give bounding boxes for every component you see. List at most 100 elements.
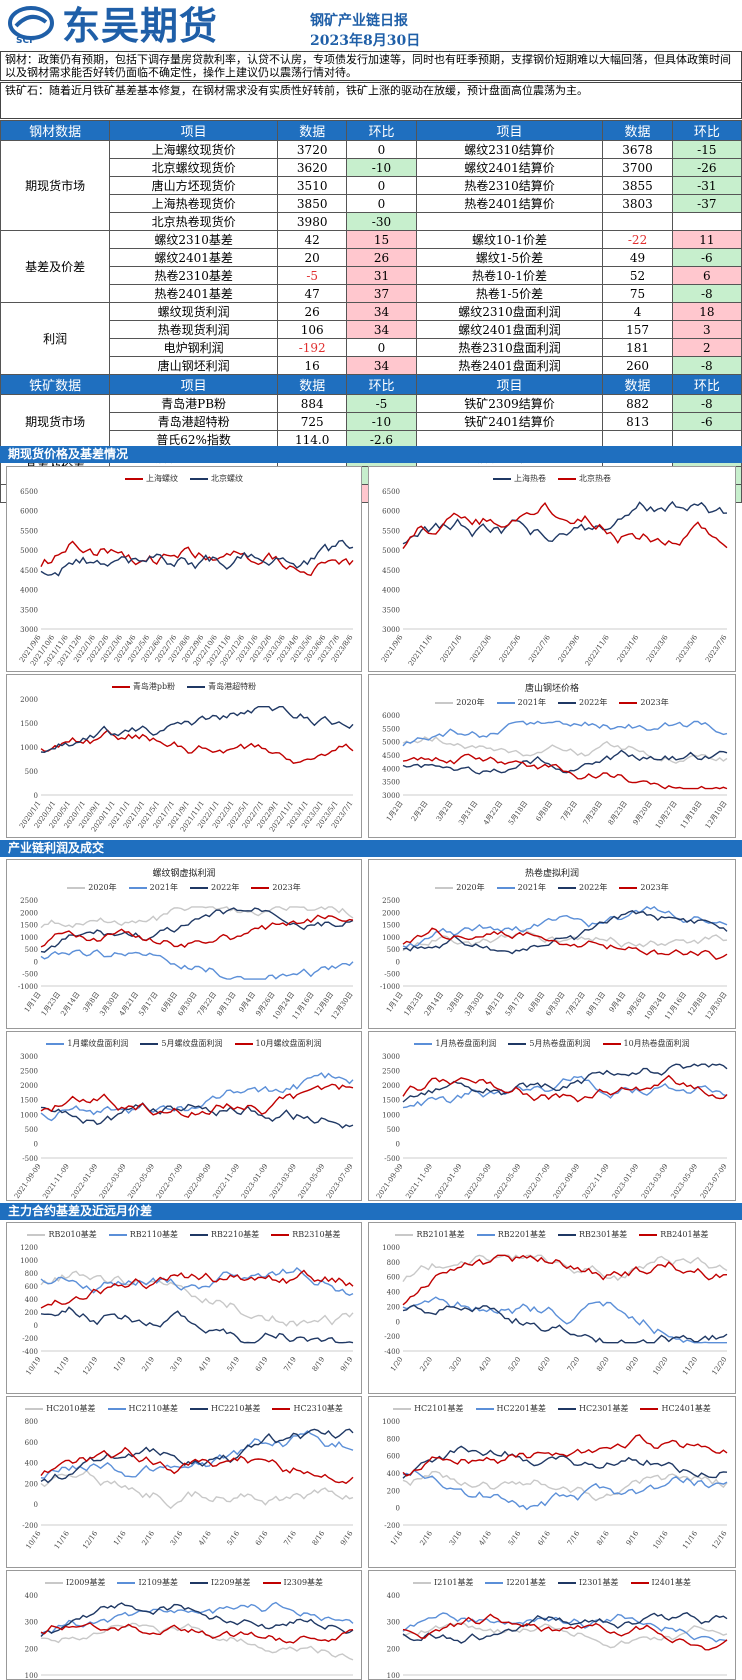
y-tick-label: -400 <box>22 1348 38 1356</box>
y-tick-label: 200 <box>25 1480 38 1488</box>
series-line <box>402 1074 728 1103</box>
series-line <box>40 1428 354 1484</box>
y-tick-label: 800 <box>25 1270 38 1278</box>
col-header-item: 项目 <box>415 374 604 395</box>
section-bar-profit: 产业链利润及成交 <box>0 840 742 857</box>
y-tick-label: -1000 <box>380 983 400 991</box>
y-tick-label: 200 <box>387 1487 400 1495</box>
y-tick-label: 0 <box>396 1505 400 1513</box>
table-row: 基差及价差 螺纹2310基差 42 15 螺纹10-1价差 -22 11 <box>0 230 742 303</box>
legend-swatch <box>640 1408 659 1410</box>
item-value: 47 <box>277 284 348 303</box>
x-tick-label: 5/19 <box>226 1356 242 1373</box>
y-tick-label: 4000 <box>382 765 400 773</box>
x-tick-label: 1/19 <box>112 1356 128 1373</box>
legend-label: 北京螺纹 <box>211 474 243 483</box>
legend-label: RB2310基差 <box>292 1230 341 1239</box>
item-change: 0 <box>346 338 417 357</box>
legend-swatch <box>251 887 270 889</box>
legend-label: 2020年 <box>456 883 485 892</box>
y-tick-label: 4500 <box>382 567 400 575</box>
y-tick-label: 200 <box>387 1645 400 1653</box>
legend-label: 北京热卷 <box>579 474 611 483</box>
chart-rebar-spot: 上海螺纹 北京螺纹 6500 6000 5500 5000 4500 4000 3500 3000… <box>6 466 362 672</box>
chart-billet-price: 唐山钢坯价格 2020年 2021年 2022年 2023年 6000 5500 5000 45… <box>368 674 736 838</box>
item-change: 18 <box>671 302 742 321</box>
item-change: 3 <box>671 320 742 339</box>
y-tick-label: 5500 <box>382 527 400 535</box>
x-tick-label: 2月14日 <box>59 991 81 1018</box>
series-line <box>402 1470 728 1502</box>
y-tick-label: 500 <box>25 768 38 776</box>
item-label: 螺纹2401基差 <box>109 248 279 267</box>
y-tick-label: 0 <box>396 1140 400 1148</box>
x-tick-label: 2月14日 <box>423 991 445 1018</box>
item-change: -8 <box>671 394 742 413</box>
y-tick-label: 2500 <box>20 1068 38 1076</box>
item-change: -15 <box>671 140 742 159</box>
legend-swatch <box>639 1234 658 1236</box>
y-tick-label: 800 <box>387 1259 400 1267</box>
y-tick-label: -500 <box>22 1155 38 1163</box>
item-label: 螺纹2310盘面利润 <box>415 302 604 321</box>
item-value: -5 <box>277 266 348 285</box>
chart-title: 唐山钢坯价格 <box>524 684 579 694</box>
legend-swatch <box>414 1043 433 1045</box>
x-tick-label: 4/20 <box>477 1356 493 1373</box>
legend-label: 青岛港超特粉 <box>208 682 257 691</box>
chart-legend: 1月热卷盘面利润 5月热卷盘面利润 10月热卷盘面利润 <box>369 1038 735 1049</box>
item-value: 20 <box>277 248 348 267</box>
table-section-header: 铁矿数据 项目 数据 环比 项目 数据 环比 <box>0 374 742 395</box>
x-tick-label: 2023-01-09 <box>240 1163 270 1200</box>
y-tick-label: -200 <box>22 1335 38 1343</box>
legend-item: 北京热卷 <box>558 473 611 484</box>
y-tick-label: 6000 <box>382 712 400 720</box>
chart-plot: 400 300 200 100 <box>387 1592 728 1679</box>
x-tick-label: 5/20 <box>507 1356 523 1373</box>
legend-label: I2101基差 <box>433 1578 474 1587</box>
chart-plot: 300025002000150010005000-5002021-09-0920… <box>13 1053 355 1200</box>
group-label: 利润 <box>0 302 111 375</box>
col-header-change: 环比 <box>346 120 417 141</box>
x-tick-label: 12/16 <box>81 1529 99 1551</box>
item-value: 725 <box>277 412 348 431</box>
item-change: 34 <box>346 320 417 339</box>
item-change: -26 <box>671 158 742 177</box>
x-tick-label: 2022-11-09 <box>581 1163 611 1200</box>
x-tick-label: 10/20 <box>652 1356 670 1377</box>
x-tick-label: 2021-09-09 <box>375 1163 405 1200</box>
legend-label: I2301基差 <box>579 1578 619 1587</box>
legend-item: HC2401基差 <box>640 1403 711 1414</box>
y-tick-label: 400 <box>387 1592 400 1600</box>
x-tick-label: 9月4日 <box>608 991 628 1014</box>
y-tick-label: -500 <box>22 971 38 979</box>
x-tick-label: 2022-03-09 <box>98 1163 128 1200</box>
legend-swatch <box>190 887 208 889</box>
item-value: 49 <box>602 248 673 267</box>
chart-plot: 650060005500500045004000350030002021/9/6… <box>18 488 355 668</box>
x-tick-label: 2022-01-09 <box>434 1163 464 1200</box>
item-value: 813 <box>602 412 673 431</box>
y-tick-label: 1500 <box>20 720 38 728</box>
chart-legend: 2020年 2021年 2022年 2023年 <box>369 697 735 708</box>
x-tick-label: 2023-07-09 <box>699 1163 729 1200</box>
legend-item: I2309基差 <box>262 1577 323 1588</box>
series-line <box>40 1622 354 1644</box>
chart-rebar-futures-profit: 1月螺纹盘面利润 5月螺纹盘面利润 10月螺纹盘面利润 3000 2500 2000 150… <box>6 1031 362 1201</box>
item-label: 螺纹2310基差 <box>109 230 279 249</box>
legend-swatch <box>140 1043 159 1045</box>
x-tick-label: 2022-09-09 <box>183 1163 213 1200</box>
chart-legend: 青岛港pb粉 青岛港超特粉 <box>7 681 361 692</box>
table-row: 唐山钢坯利润 16 34 热卷2401盘面利润 260 -8 <box>1 356 742 375</box>
legend-swatch <box>395 1234 414 1236</box>
y-tick-label: 6500 <box>382 488 400 496</box>
x-tick-label: 4/19 <box>197 1356 213 1373</box>
x-tick-label: 5/16 <box>507 1529 523 1547</box>
table-row: 北京热卷现货价 3980 -30 <box>1 212 742 231</box>
y-tick-label: 3000 <box>382 626 400 634</box>
x-tick-label: 2023/7/6 <box>704 633 729 664</box>
legend-swatch <box>630 1582 649 1584</box>
item-label: 热卷2310结算价 <box>415 176 604 195</box>
legend-label: 10月热卷盘面利润 <box>623 1039 690 1048</box>
series-line <box>40 914 354 949</box>
